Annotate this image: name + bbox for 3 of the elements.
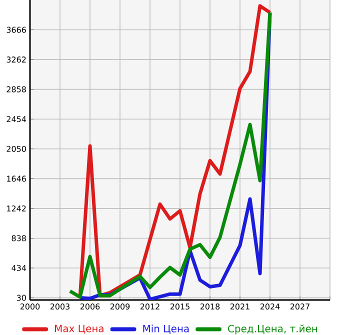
legend-label: Сред.Цена, т.йен [228, 324, 317, 334]
legend-label: Max Цена [55, 324, 104, 334]
legend-label: Min Цена [143, 324, 189, 334]
